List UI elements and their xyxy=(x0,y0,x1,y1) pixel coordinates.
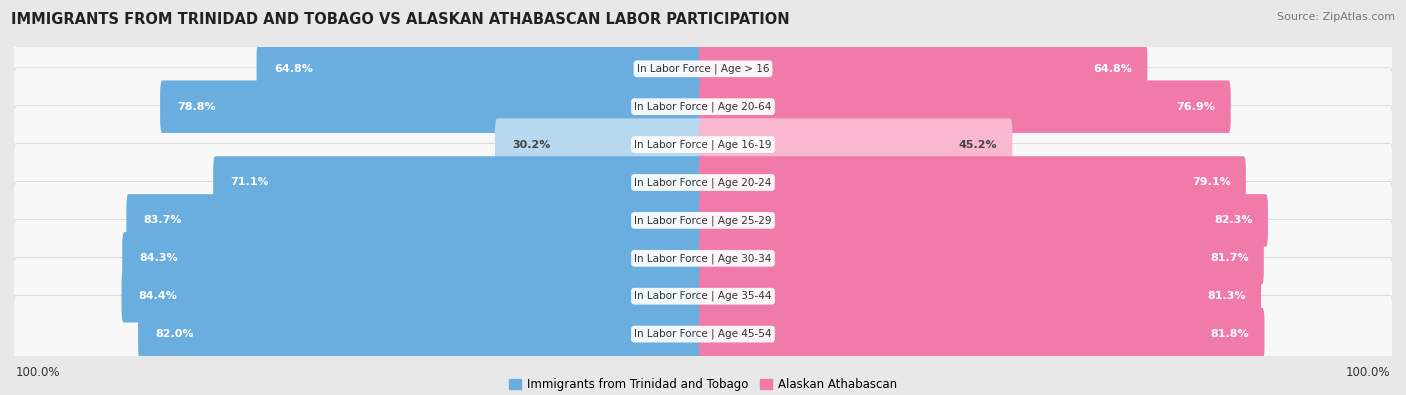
Text: In Labor Force | Age > 16: In Labor Force | Age > 16 xyxy=(637,64,769,74)
FancyBboxPatch shape xyxy=(13,106,1393,183)
Text: In Labor Force | Age 25-29: In Labor Force | Age 25-29 xyxy=(634,215,772,226)
Text: IMMIGRANTS FROM TRINIDAD AND TOBAGO VS ALASKAN ATHABASCAN LABOR PARTICIPATION: IMMIGRANTS FROM TRINIDAD AND TOBAGO VS A… xyxy=(11,12,790,27)
Text: Source: ZipAtlas.com: Source: ZipAtlas.com xyxy=(1277,12,1395,22)
FancyBboxPatch shape xyxy=(13,68,1393,146)
FancyBboxPatch shape xyxy=(138,308,704,360)
FancyBboxPatch shape xyxy=(495,118,704,171)
Text: 81.7%: 81.7% xyxy=(1211,253,1249,263)
FancyBboxPatch shape xyxy=(699,118,1012,171)
Text: 71.1%: 71.1% xyxy=(231,177,269,188)
FancyBboxPatch shape xyxy=(699,232,1264,284)
FancyBboxPatch shape xyxy=(160,81,704,133)
Text: 45.2%: 45.2% xyxy=(959,139,997,150)
FancyBboxPatch shape xyxy=(699,81,1230,133)
Text: In Labor Force | Age 16-19: In Labor Force | Age 16-19 xyxy=(634,139,772,150)
FancyBboxPatch shape xyxy=(122,232,704,284)
Text: 64.8%: 64.8% xyxy=(274,64,312,74)
Text: 82.3%: 82.3% xyxy=(1215,215,1253,226)
FancyBboxPatch shape xyxy=(13,30,1393,108)
FancyBboxPatch shape xyxy=(121,270,704,322)
FancyBboxPatch shape xyxy=(13,220,1393,297)
Text: In Labor Force | Age 20-24: In Labor Force | Age 20-24 xyxy=(634,177,772,188)
FancyBboxPatch shape xyxy=(13,182,1393,259)
Text: 81.8%: 81.8% xyxy=(1211,329,1250,339)
Text: 100.0%: 100.0% xyxy=(1346,366,1391,379)
Text: 76.9%: 76.9% xyxy=(1177,102,1216,112)
FancyBboxPatch shape xyxy=(127,194,704,246)
FancyBboxPatch shape xyxy=(699,43,1147,95)
Text: 84.4%: 84.4% xyxy=(139,291,177,301)
Text: 64.8%: 64.8% xyxy=(1094,64,1132,74)
FancyBboxPatch shape xyxy=(214,156,704,209)
FancyBboxPatch shape xyxy=(699,308,1264,360)
Text: 82.0%: 82.0% xyxy=(155,329,194,339)
FancyBboxPatch shape xyxy=(13,257,1393,335)
Text: 81.3%: 81.3% xyxy=(1208,291,1246,301)
Text: 30.2%: 30.2% xyxy=(512,139,551,150)
Text: 100.0%: 100.0% xyxy=(15,366,60,379)
Text: 78.8%: 78.8% xyxy=(177,102,217,112)
FancyBboxPatch shape xyxy=(699,194,1268,246)
Legend: Immigrants from Trinidad and Tobago, Alaskan Athabascan: Immigrants from Trinidad and Tobago, Ala… xyxy=(505,373,901,395)
Text: In Labor Force | Age 30-34: In Labor Force | Age 30-34 xyxy=(634,253,772,263)
Text: In Labor Force | Age 45-54: In Labor Force | Age 45-54 xyxy=(634,329,772,339)
Text: 83.7%: 83.7% xyxy=(143,215,183,226)
FancyBboxPatch shape xyxy=(699,156,1246,209)
FancyBboxPatch shape xyxy=(13,144,1393,221)
Text: In Labor Force | Age 35-44: In Labor Force | Age 35-44 xyxy=(634,291,772,301)
Text: In Labor Force | Age 20-64: In Labor Force | Age 20-64 xyxy=(634,102,772,112)
Text: 84.3%: 84.3% xyxy=(139,253,179,263)
Text: 79.1%: 79.1% xyxy=(1192,177,1230,188)
FancyBboxPatch shape xyxy=(256,43,704,95)
FancyBboxPatch shape xyxy=(13,295,1393,373)
FancyBboxPatch shape xyxy=(699,270,1261,322)
